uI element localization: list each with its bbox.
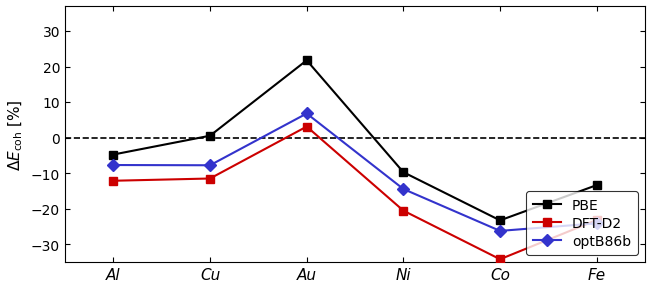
DFT-D2 (110, 179, 117, 183)
PBE (400, 171, 408, 174)
PBE (593, 184, 600, 187)
DFT-D2 (303, 125, 310, 129)
PBE (496, 219, 504, 222)
DFT-D2 (400, 209, 408, 212)
PBE (206, 134, 214, 138)
optB86b (206, 164, 214, 167)
DFT-D2 (593, 218, 600, 222)
Line: PBE: PBE (109, 57, 601, 225)
DFT-D2 (496, 257, 504, 261)
DFT-D2 (206, 177, 214, 181)
optB86b (593, 222, 600, 225)
optB86b (303, 112, 310, 116)
optB86b (110, 164, 117, 167)
Y-axis label: $\Delta E_{\mathrm{coh}}$ [%]: $\Delta E_{\mathrm{coh}}$ [%] (7, 99, 25, 170)
PBE (303, 59, 310, 63)
Legend: PBE, DFT-D2, optB86b: PBE, DFT-D2, optB86b (526, 191, 638, 255)
optB86b (400, 188, 408, 191)
PBE (110, 153, 117, 157)
optB86b (496, 229, 504, 233)
Line: optB86b: optB86b (109, 110, 601, 235)
Line: DFT-D2: DFT-D2 (109, 123, 601, 264)
